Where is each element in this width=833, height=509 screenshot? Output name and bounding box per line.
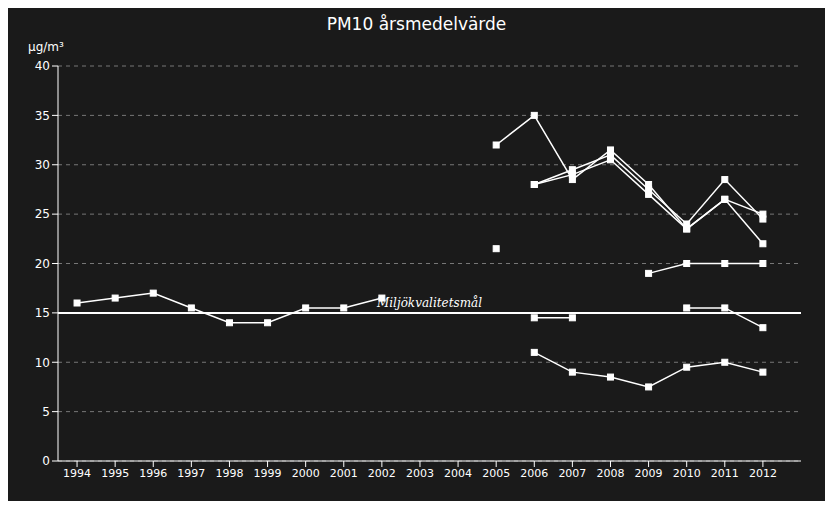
svg-text:2009: 2009 — [635, 467, 663, 480]
html-text:PM10 årsmedelvärde: PM10 årsmedelvärde — [326, 14, 507, 34]
html-text:μg/m³: μg/m³ — [28, 40, 64, 54]
svg-text:2001: 2001 — [330, 467, 358, 480]
svg-text:1996: 1996 — [139, 467, 167, 480]
svg-text:35: 35 — [35, 109, 50, 123]
svg-text:2011: 2011 — [711, 467, 739, 480]
svg-text:2008: 2008 — [596, 467, 624, 480]
svg-text:1995: 1995 — [101, 467, 129, 480]
svg-text:2006: 2006 — [520, 467, 548, 480]
svg-text:1997: 1997 — [177, 467, 205, 480]
svg-text:2002: 2002 — [368, 467, 396, 480]
svg-text:2010: 2010 — [673, 467, 701, 480]
svg-text:0: 0 — [42, 454, 50, 468]
svg-text:2004: 2004 — [444, 467, 472, 480]
svg-text:40: 40 — [35, 59, 50, 73]
svg-text:1994: 1994 — [63, 467, 91, 480]
svg-text:15: 15 — [35, 306, 50, 320]
svg-text:2012: 2012 — [749, 467, 777, 480]
svg-text:1999: 1999 — [254, 467, 282, 480]
svg-text:2000: 2000 — [292, 467, 320, 480]
svg-text:1998: 1998 — [215, 467, 243, 480]
svg-text:2003: 2003 — [406, 467, 434, 480]
svg-text:30: 30 — [35, 158, 50, 172]
svg-text:5: 5 — [42, 405, 50, 419]
svg-text:2005: 2005 — [482, 467, 510, 480]
svg-text:2007: 2007 — [558, 467, 586, 480]
svg-text:10: 10 — [35, 356, 50, 370]
svg-text:20: 20 — [35, 257, 50, 271]
svg-text:25: 25 — [35, 207, 50, 221]
svg-text:Miljökvalitetsmål: Miljökvalitetsmål — [376, 295, 482, 310]
